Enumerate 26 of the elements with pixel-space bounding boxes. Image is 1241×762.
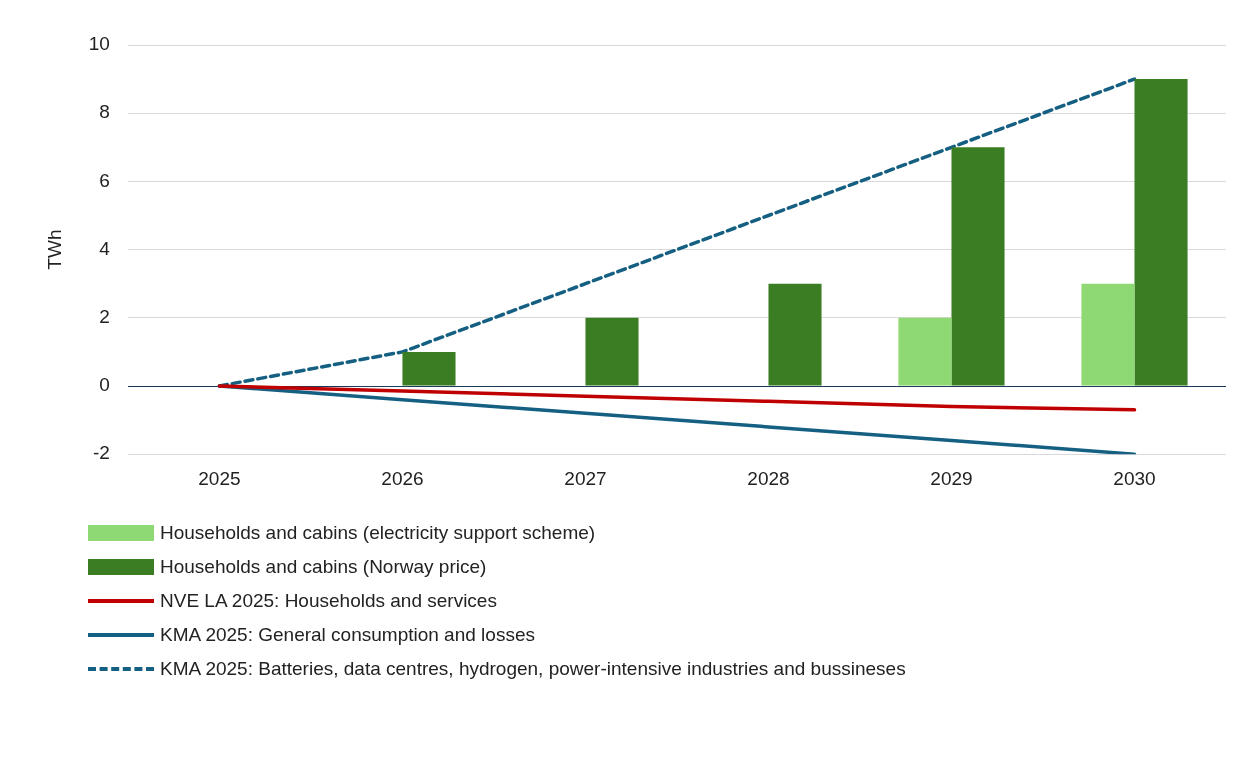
- x-tick-label: 2026: [381, 467, 424, 489]
- bar: [1134, 79, 1188, 386]
- x-tick-label: 2029: [930, 467, 973, 489]
- y-tick-label: 4: [99, 237, 111, 259]
- legend-label: KMA 2025: General consumption and losses: [160, 624, 535, 646]
- bar: [585, 317, 639, 386]
- bar: [898, 317, 952, 386]
- x-tick-label: 2025: [198, 467, 241, 489]
- y-tick-label: 10: [88, 33, 110, 55]
- y-tick-label: 0: [99, 374, 110, 396]
- legend-label: Households and cabins (Norway price): [160, 556, 487, 578]
- legend-label: KMA 2025: Batteries, data centres, hydrogen, power-intensive industries and bussineses: [160, 658, 906, 680]
- x-tick-label: 2028: [747, 467, 790, 489]
- y-axis-title: TWh: [43, 229, 65, 270]
- y-tick-label: 6: [99, 169, 110, 191]
- bar: [1081, 283, 1135, 386]
- y-tick-label: 2: [99, 306, 110, 328]
- y-tick-label: -2: [93, 442, 110, 464]
- y-tick-label: 8: [99, 101, 110, 123]
- bar: [768, 283, 822, 386]
- x-tick-label: 2027: [564, 467, 607, 489]
- bar: [402, 351, 456, 386]
- legend-label: Households and cabins (electricity support scheme): [160, 522, 596, 544]
- x-tick-label: 2030: [1113, 467, 1156, 489]
- bar: [951, 147, 1005, 386]
- legend-label: NVE LA 2025: Households and services: [160, 590, 497, 612]
